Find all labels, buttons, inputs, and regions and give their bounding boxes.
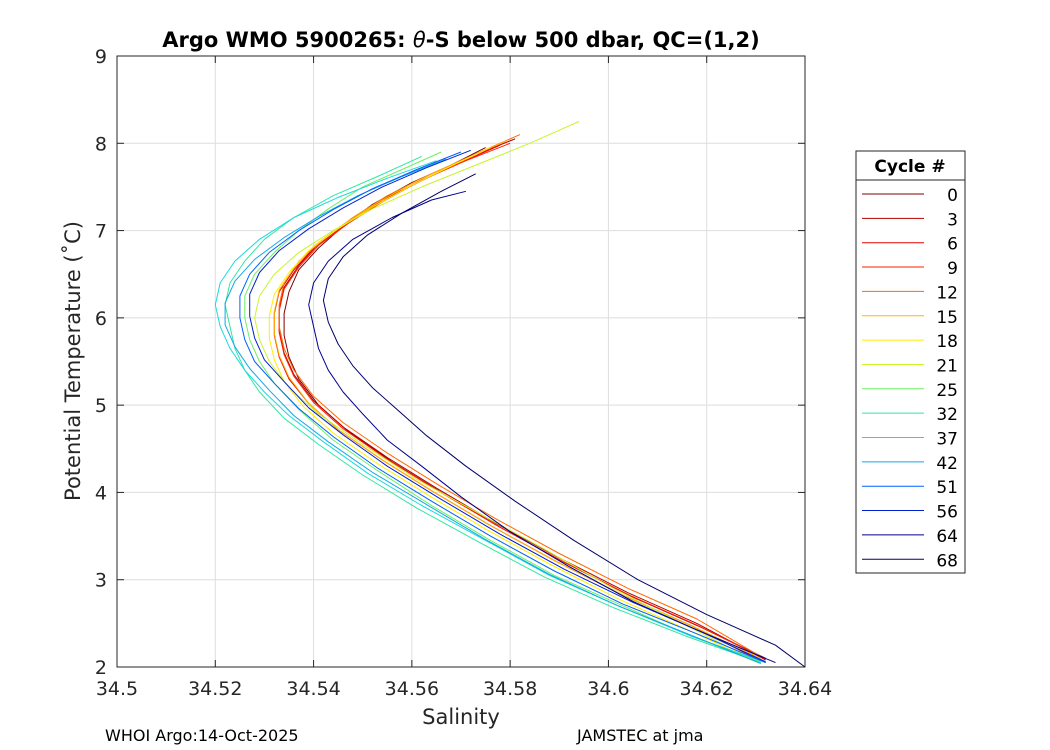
- plot-frame: [116, 55, 806, 668]
- legend-label-51: 51: [936, 478, 958, 498]
- series-line-cycle-42: [224, 158, 761, 664]
- legend: Cycle # 0 3 6 9 12 15 18 21 25 32 37 42 51 56 64 68: [855, 150, 966, 574]
- series-line-cycle-18: [268, 147, 757, 663]
- series-line-cycle-51: [239, 151, 766, 664]
- x-tick-label: 34.56: [385, 678, 439, 700]
- chart-title: Argo WMO 5900265: θ-S below 500 dbar, QC…: [162, 28, 759, 52]
- x-tick-label: 34.54: [286, 678, 340, 700]
- legend-label-18: 18: [936, 332, 958, 352]
- legend-title: Cycle #: [874, 157, 945, 177]
- legend-label-56: 56: [936, 503, 958, 523]
- legend-label-9: 9: [947, 259, 958, 279]
- x-tick-labels: 34.5 34.52 34.54 34.56 34.58 34.6 34.62 34.64: [96, 678, 832, 700]
- legend-box: [855, 150, 966, 574]
- x-tick-label: 34.62: [680, 678, 734, 700]
- y-tick-label: 7: [95, 221, 107, 243]
- y-tick-label: 6: [95, 308, 107, 330]
- y-axis-label: Potential Temperature (˚C): [61, 221, 85, 501]
- x-tick-label: 34.5: [96, 678, 138, 700]
- legend-label-64: 64: [936, 527, 958, 547]
- legend-items: 0 3 6 9 12 15 18 21 25 32 37 42 51 56 64 68: [862, 186, 958, 571]
- series-line-cycle-56: [249, 149, 766, 663]
- footer-left: WHOI Argo:14-Oct-2025: [105, 726, 299, 745]
- series-line-cycle-64: [308, 190, 776, 664]
- series-line-cycle-37: [214, 160, 766, 664]
- y-tick-label: 2: [95, 657, 107, 679]
- theta-symbol: θ: [413, 28, 426, 52]
- x-tick-label: 34.52: [188, 678, 242, 700]
- y-tick-label: 4: [95, 482, 107, 504]
- series-line-cycle-68: [322, 173, 806, 668]
- y-tick-label: 8: [95, 133, 107, 155]
- legend-label-21: 21: [936, 356, 958, 376]
- legend-label-37: 37: [936, 430, 958, 450]
- legend-label-32: 32: [936, 405, 958, 425]
- legend-label-15: 15: [936, 308, 958, 328]
- axis-ticks: [116, 55, 806, 668]
- legend-label-0: 0: [947, 186, 958, 206]
- series-line-cycle-12: [278, 134, 762, 657]
- x-tick-label: 34.64: [778, 678, 832, 700]
- legend-label-42: 42: [936, 454, 958, 474]
- series-line-cycle-15: [273, 141, 762, 659]
- series-line-cycle-21: [254, 121, 757, 662]
- series-group: [214, 121, 806, 668]
- y-tick-label: 3: [95, 570, 107, 592]
- footer-right: JAMSTEC at jma: [576, 726, 703, 745]
- legend-label-12: 12: [936, 283, 958, 303]
- legend-label-6: 6: [947, 235, 958, 255]
- y-tick-label: 5: [95, 395, 107, 417]
- legend-label-68: 68: [936, 551, 958, 571]
- legend-label-3: 3: [947, 210, 958, 230]
- legend-label-25: 25: [936, 381, 958, 401]
- plot-area: [117, 56, 805, 667]
- x-axis-label: Salinity: [422, 705, 500, 729]
- y-tick-label: 9: [95, 46, 107, 68]
- x-tick-label: 34.6: [587, 678, 629, 700]
- x-tick-label: 34.58: [483, 678, 537, 700]
- y-tick-labels: 2 3 4 5 6 7 8 9: [95, 46, 107, 679]
